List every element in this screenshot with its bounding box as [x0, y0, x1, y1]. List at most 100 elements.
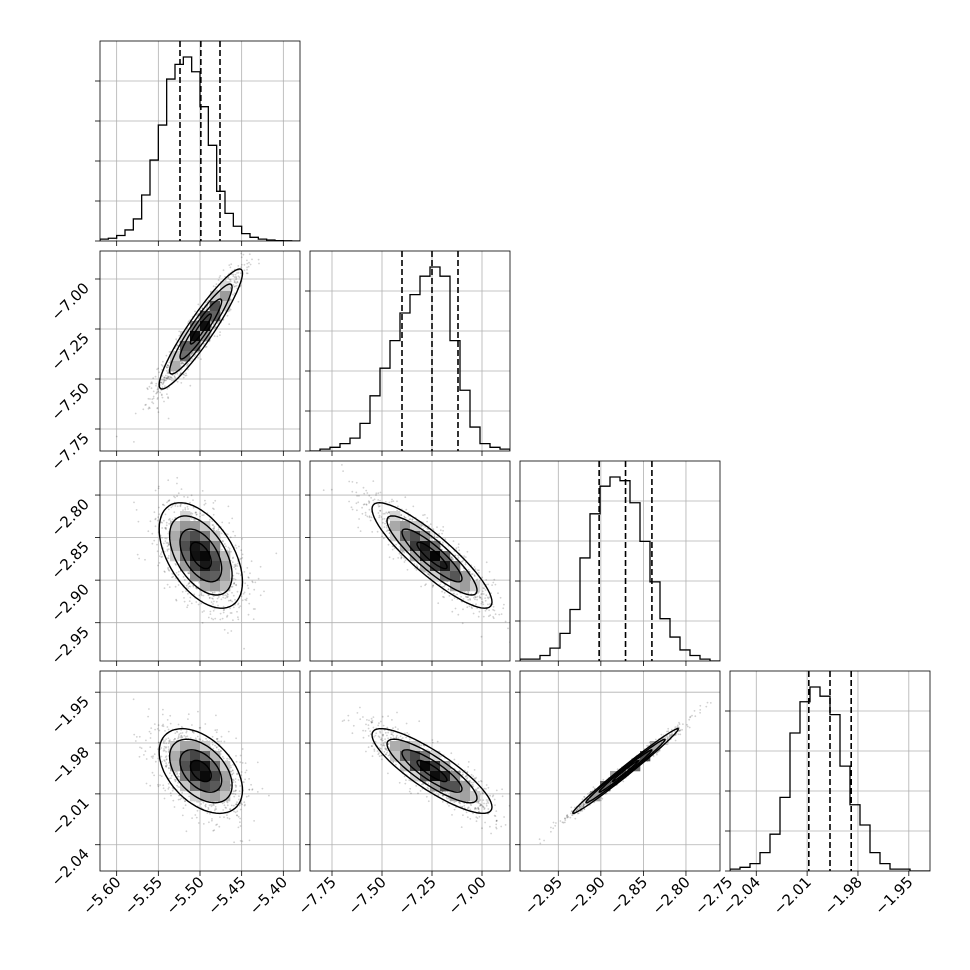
sample-point [165, 537, 168, 540]
sample-point [214, 289, 217, 292]
sample-point [211, 741, 214, 744]
sample-point [387, 511, 390, 514]
sample-point [223, 801, 226, 804]
sample-point [231, 585, 234, 588]
sample-point [175, 572, 178, 574]
sample-point [212, 502, 215, 504]
sample-point [351, 481, 354, 483]
sample-point [420, 585, 422, 588]
sample-point [194, 512, 197, 514]
sample-point [147, 715, 150, 718]
sample-point [168, 499, 171, 501]
sample-point [475, 579, 478, 582]
sample-point [221, 617, 224, 620]
sample-point [188, 585, 191, 588]
sample-point [238, 804, 241, 807]
sample-point [239, 754, 242, 757]
density-cell [460, 581, 471, 592]
sample-point [145, 758, 148, 760]
sample-point [441, 590, 443, 593]
sample-point [161, 724, 164, 727]
sample-point [208, 596, 211, 599]
density-cell [180, 521, 191, 532]
sample-point [400, 556, 403, 559]
sample-point [133, 501, 135, 504]
sample-point [375, 494, 377, 496]
sample-point [167, 543, 170, 546]
sample-point [209, 613, 212, 615]
sample-point [212, 609, 215, 612]
sample-point [232, 284, 235, 286]
sample-point [180, 488, 183, 490]
sample-point [238, 606, 241, 609]
sample-point [144, 404, 147, 406]
sample-point [190, 353, 193, 355]
sample-point [203, 342, 205, 345]
sample-point [166, 726, 169, 728]
sample-point [467, 596, 469, 598]
sample-point [163, 376, 166, 379]
sample-point [160, 364, 163, 366]
sample-point [174, 517, 176, 519]
sample-point [191, 730, 194, 733]
sample-point [157, 748, 159, 751]
sample-point [188, 582, 191, 584]
sample-point [400, 556, 403, 559]
sample-point [207, 594, 210, 596]
sample-point [497, 592, 499, 595]
sample-point [181, 361, 184, 364]
sample-point [188, 795, 191, 798]
sample-point [488, 570, 491, 573]
sample-point [471, 607, 473, 610]
sample-point [216, 335, 219, 338]
sample-point [138, 735, 141, 738]
sample-point [151, 542, 154, 545]
sample-point [228, 323, 231, 325]
sample-point [168, 361, 171, 364]
sample-point [478, 595, 481, 597]
sample-point [156, 389, 159, 391]
sample-point [232, 619, 234, 622]
sample-point [391, 545, 394, 548]
sample-point [162, 503, 164, 506]
sample-point [478, 591, 481, 593]
sample-point [223, 628, 226, 631]
sample-point [187, 368, 190, 371]
sample-point [165, 542, 168, 544]
sample-point [485, 561, 488, 564]
sample-point [156, 519, 159, 522]
sample-point [172, 575, 175, 578]
density-cell [170, 531, 181, 542]
sample-point [444, 538, 447, 541]
sample-point [379, 509, 382, 512]
sample-point [259, 594, 262, 597]
sample-point [212, 829, 215, 832]
sample-point [238, 276, 241, 279]
sample-point [185, 590, 187, 592]
density-cell [420, 561, 431, 572]
sample-point [212, 618, 215, 621]
sample-point [366, 492, 369, 494]
sample-point [476, 592, 479, 595]
density-cell [190, 551, 201, 562]
density-cell [220, 561, 231, 572]
sample-point [233, 582, 236, 585]
sample-point [218, 276, 221, 279]
sample-point [168, 499, 171, 502]
sample-point [199, 342, 202, 344]
sample-point [384, 512, 386, 515]
sample-point [364, 511, 367, 514]
sample-point [216, 289, 219, 292]
sample-point [233, 281, 236, 284]
sample-point [441, 548, 443, 551]
sample-point [359, 530, 362, 532]
sample-point [210, 601, 213, 604]
sample-point [268, 794, 270, 797]
sample-point [482, 615, 485, 618]
sample-point [430, 537, 433, 539]
sample-point [177, 573, 180, 576]
sample-point [211, 597, 214, 600]
sample-point [235, 564, 237, 567]
sample-point [365, 503, 368, 506]
sample-point [426, 517, 429, 519]
